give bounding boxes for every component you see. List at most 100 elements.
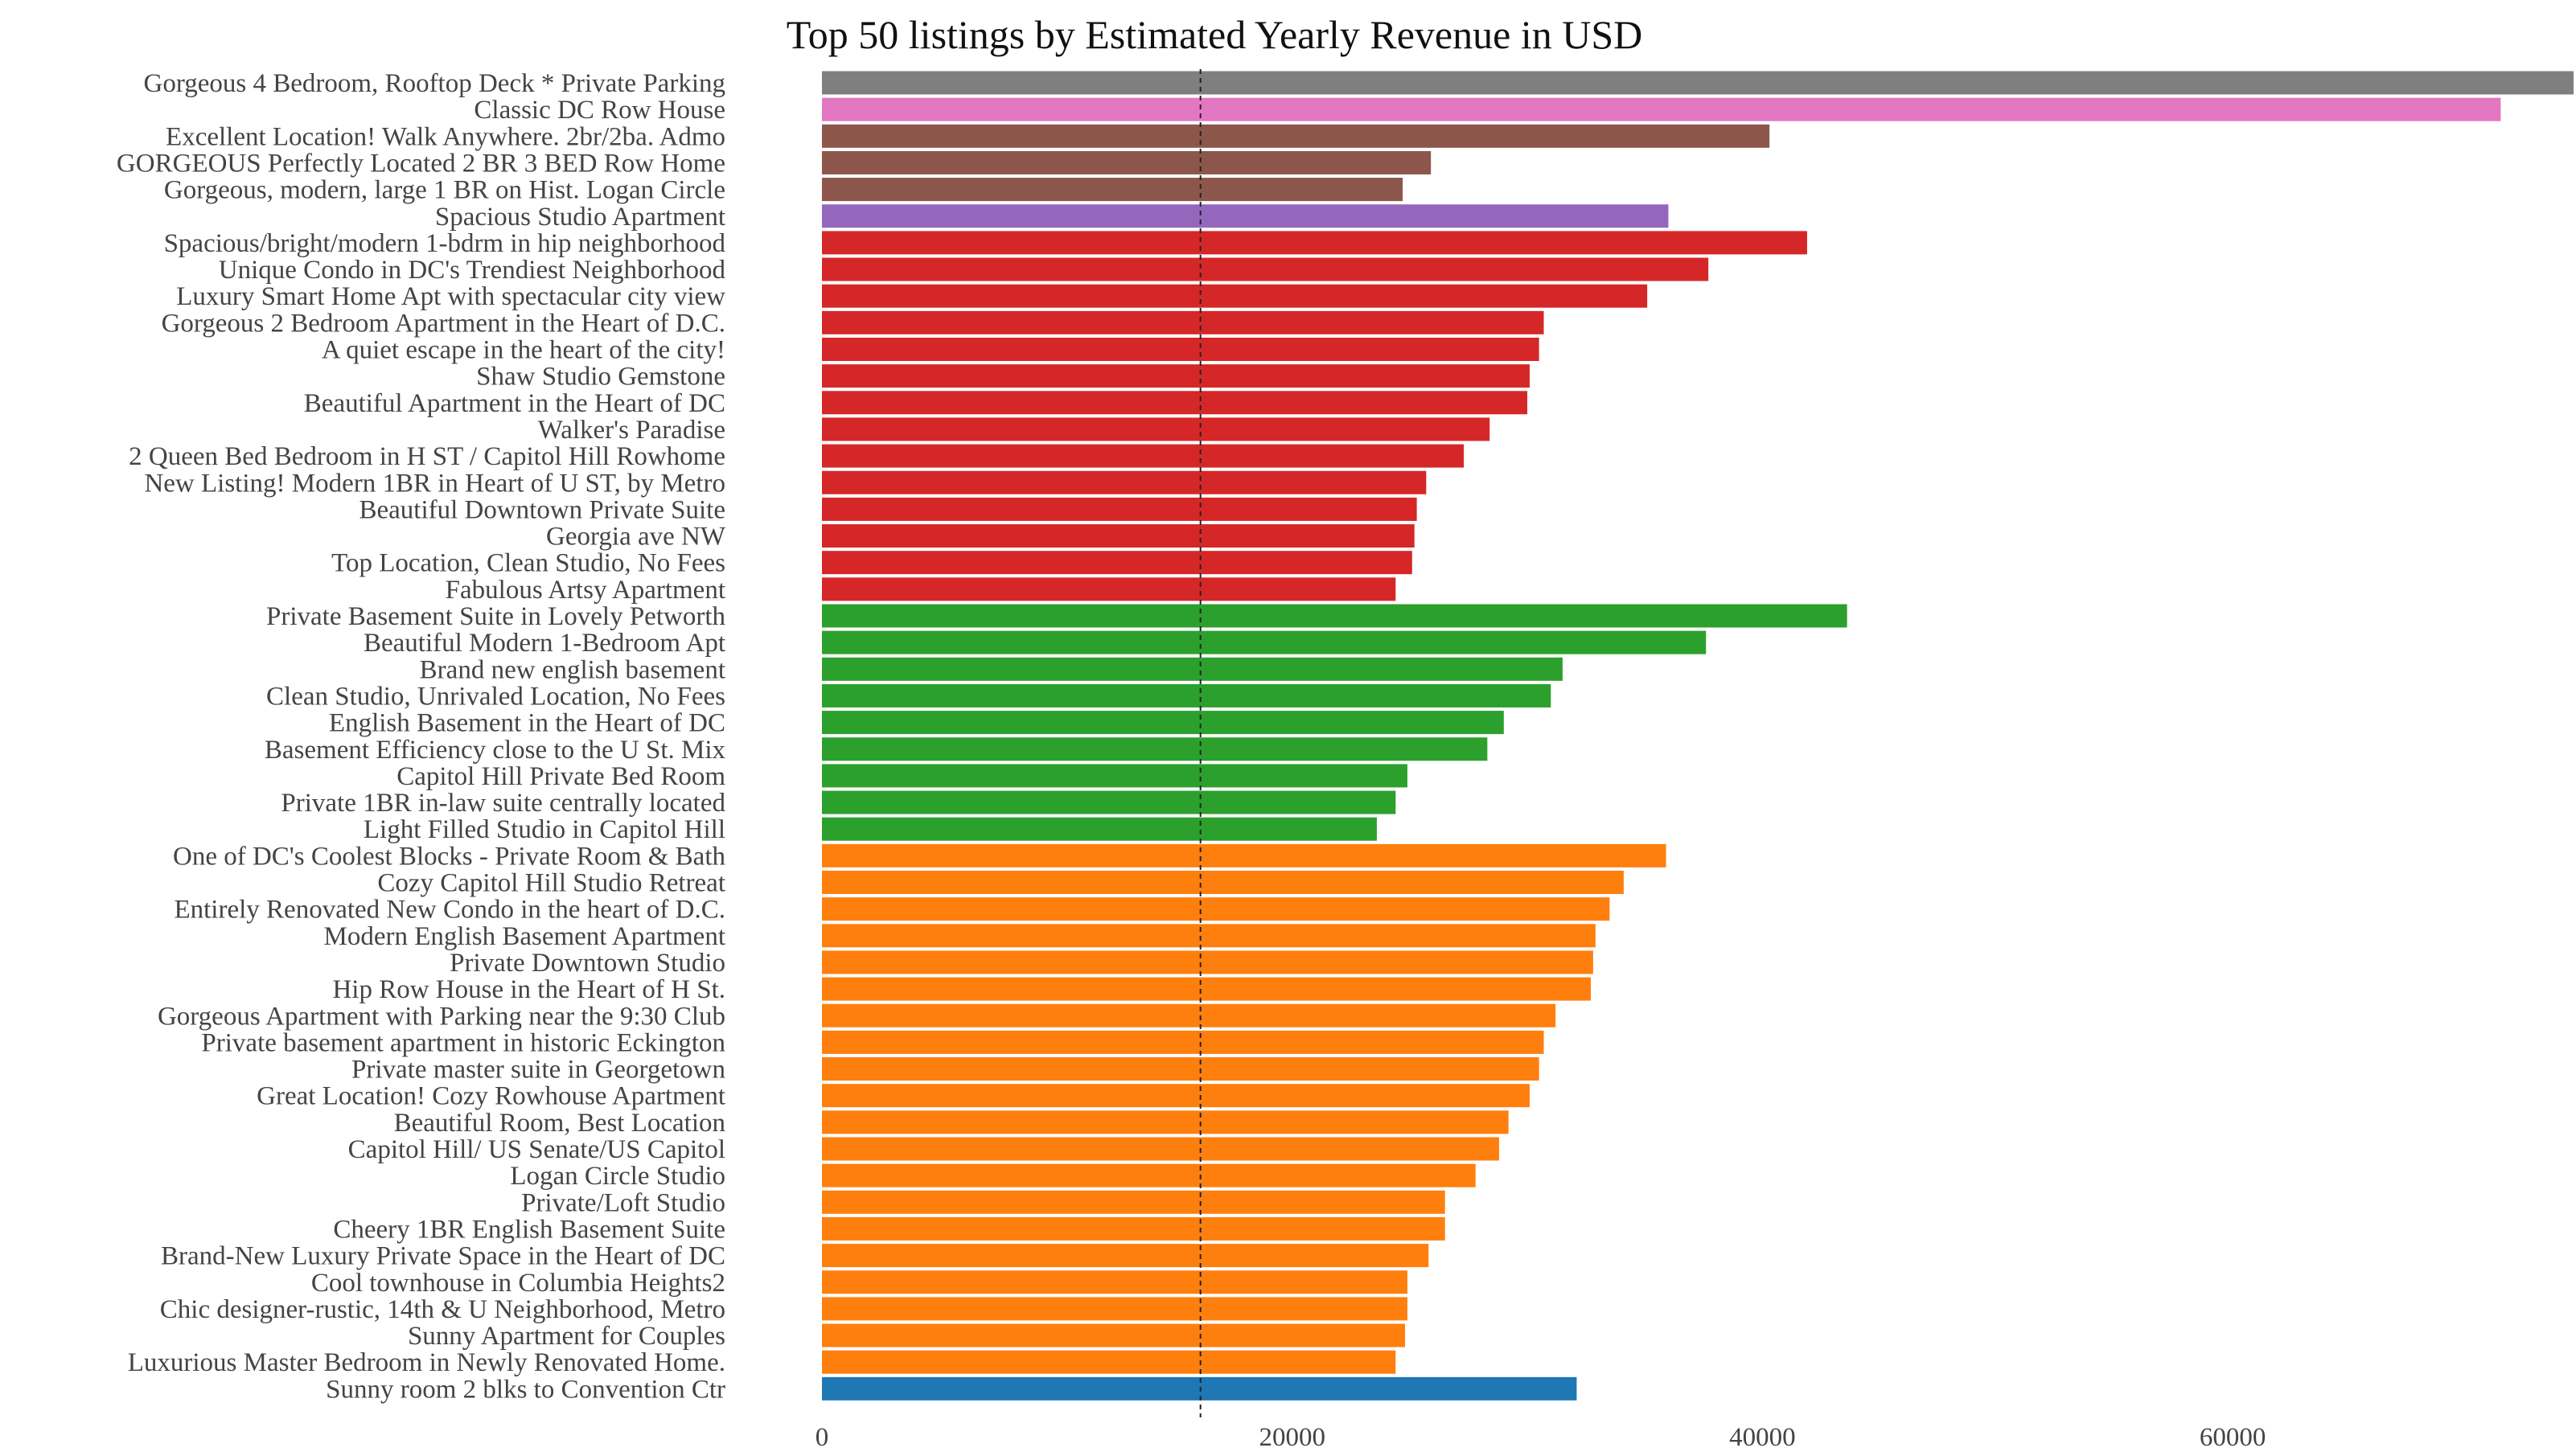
category-label: Private/Loft Studio <box>521 1188 725 1217</box>
bar <box>822 1137 1499 1161</box>
bar <box>822 338 1539 361</box>
category-label: Spacious/bright/modern 1-bdrm in hip nei… <box>164 229 726 258</box>
bar <box>822 1376 1577 1401</box>
bar <box>822 924 1596 948</box>
category-label: Gorgeous Apartment with Parking near the… <box>158 1002 725 1031</box>
category-label: Private Basement Suite in Lovely Petwort… <box>266 602 725 631</box>
category-label: Chic designer-rustic, 14th & U Neighborh… <box>160 1295 725 1324</box>
category-label: Top Location, Clean Studio, No Fees <box>331 549 725 578</box>
bar <box>822 1110 1509 1134</box>
bar <box>822 124 1770 148</box>
category-label: Private Downtown Studio <box>450 949 725 978</box>
category-label: Unique Condo in DC's Trendiest Neighborh… <box>219 256 726 285</box>
bar <box>822 284 1648 308</box>
bar <box>822 444 1465 468</box>
category-label: Classic DC Row House <box>474 96 725 125</box>
bar <box>822 97 2501 121</box>
category-label: Private 1BR in-law suite centrally locat… <box>281 789 725 818</box>
category-label: Light Filled Studio in Capitol Hill <box>364 815 725 844</box>
bars-layer <box>822 71 2574 1401</box>
category-label: Clean Studio, Unrivaled Location, No Fee… <box>266 682 725 711</box>
bar <box>822 871 1624 894</box>
category-label: Fabulous Artsy Apartment <box>446 576 725 605</box>
bar <box>822 657 1563 681</box>
category-label: Luxury Smart Home Apt with spectacular c… <box>176 282 725 311</box>
bar <box>822 737 1488 761</box>
category-label: Spacious Studio Apartment <box>435 203 725 232</box>
bar <box>822 1003 1556 1027</box>
bar <box>822 843 1666 867</box>
category-label: 2 Queen Bed Bedroom in H ST / Capitol Hi… <box>129 442 725 471</box>
category-label: Gorgeous, modern, large 1 BR on Hist. Lo… <box>164 176 725 205</box>
category-label: Gorgeous 4 Bedroom, Rooftop Deck * Priva… <box>144 69 725 98</box>
category-label: Sunny room 2 blks to Convention Ctr <box>326 1375 725 1404</box>
bar <box>822 790 1396 814</box>
x-tick-label: 40000 <box>1729 1423 1796 1452</box>
bar <box>822 1057 1539 1081</box>
category-label: One of DC's Coolest Blocks - Private Roo… <box>173 842 725 871</box>
bar <box>822 683 1551 707</box>
category-label: Excellent Location! Walk Anywhere. 2br/2… <box>166 122 725 151</box>
category-label: Logan Circle Studio <box>510 1162 725 1191</box>
bar <box>822 977 1591 1001</box>
bar <box>822 1270 1407 1294</box>
category-label: Hip Row House in the Heart of H St. <box>332 975 725 1004</box>
bar <box>822 257 1709 281</box>
bar <box>822 1244 1429 1268</box>
category-label: Shaw Studio Gemstone <box>476 363 725 392</box>
category-label: Brand-New Luxury Private Space in the He… <box>161 1242 725 1271</box>
category-label: Cheery 1BR English Basement Suite <box>333 1215 725 1244</box>
x-tick-label: 20000 <box>1259 1423 1325 1452</box>
bar <box>822 630 1707 654</box>
category-label: Beautiful Downtown Private Suite <box>359 495 725 524</box>
bar <box>822 604 1847 628</box>
bar <box>822 1297 1407 1321</box>
bar <box>822 71 2574 95</box>
category-labels: Gorgeous 4 Bedroom, Rooftop Deck * Priva… <box>117 69 726 1404</box>
category-label: Gorgeous 2 Bedroom Apartment in the Hear… <box>162 309 725 338</box>
category-label: Cool townhouse in Columbia Heights2 <box>311 1269 725 1298</box>
x-tick-label: 60000 <box>2200 1423 2266 1452</box>
category-label: Beautiful Apartment in the Heart of DC <box>304 389 725 418</box>
bar <box>822 364 1530 388</box>
bar <box>822 391 1528 415</box>
bar <box>822 1216 1445 1241</box>
bar <box>822 817 1377 841</box>
category-label: Brand new english basement <box>420 655 725 684</box>
category-label: Great Location! Cozy Rowhouse Apartment <box>257 1082 725 1111</box>
category-label: Georgia ave NW <box>546 523 726 552</box>
bar <box>822 764 1407 788</box>
category-label: GORGEOUS Perfectly Located 2 BR 3 BED Ro… <box>117 149 725 178</box>
bar <box>822 178 1403 202</box>
bar <box>822 310 1544 334</box>
bar <box>822 497 1417 521</box>
bar <box>822 950 1593 974</box>
category-label: Beautiful Room, Best Location <box>394 1109 725 1138</box>
bar <box>822 470 1427 494</box>
bar <box>822 551 1412 575</box>
bar <box>822 204 1669 228</box>
category-label: Private master suite in Georgetown <box>351 1056 725 1085</box>
bar <box>822 1163 1476 1187</box>
category-label: New Listing! Modern 1BR in Heart of U ST… <box>144 469 725 498</box>
category-label: Entirely Renovated New Condo in the hear… <box>174 896 725 925</box>
category-label: Sunny Apartment for Couples <box>408 1322 725 1351</box>
x-axis-ticks: 0 20000 40000 60000 <box>816 1423 2266 1452</box>
x-tick-label: 0 <box>816 1423 829 1452</box>
bar <box>822 711 1504 735</box>
chart-title: Top 50 listings by Estimated Yearly Reve… <box>787 12 1643 57</box>
bar <box>822 1190 1445 1214</box>
bar <box>822 150 1432 174</box>
bar <box>822 1084 1530 1108</box>
bar <box>822 897 1610 921</box>
category-label: Cozy Capitol Hill Studio Retreat <box>377 869 725 898</box>
bar <box>822 417 1490 441</box>
bar <box>822 231 1807 255</box>
category-label: Capitol Hill Private Bed Room <box>396 762 725 791</box>
bar <box>822 577 1396 601</box>
category-label: Capitol Hill/ US Senate/US Capitol <box>348 1135 725 1164</box>
category-label: Basement Efficiency close to the U St. M… <box>265 736 726 765</box>
category-label: Walker's Paradise <box>538 416 725 445</box>
bar <box>822 1323 1406 1347</box>
